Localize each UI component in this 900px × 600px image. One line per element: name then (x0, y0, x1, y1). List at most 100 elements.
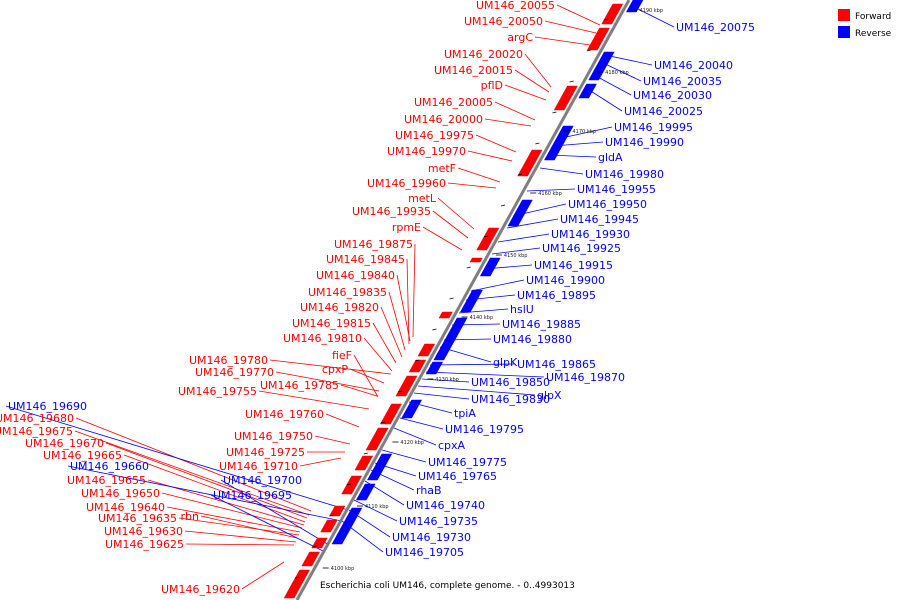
reverse-gene-label[interactable]: UM146_20035 (643, 75, 722, 88)
forward-gene-label[interactable]: UM146_19815 (292, 317, 371, 330)
forward-gene-label[interactable]: UM146_19635 (98, 512, 177, 525)
forward-gene-label[interactable]: UM146_19785 (260, 379, 339, 392)
forward-gene-label[interactable]: UM146_19665 (43, 449, 122, 462)
reverse-gene-block[interactable] (331, 507, 363, 545)
reverse-gene-label[interactable]: UM146_20025 (624, 105, 703, 118)
reverse-gene-label[interactable]: UM146_19850 (471, 376, 550, 389)
reverse-gene-label[interactable]: UM146_19660 (70, 460, 149, 473)
reverse-gene-label[interactable]: UM146_19900 (526, 274, 605, 287)
reverse-gene-label[interactable]: UM146_19765 (418, 470, 497, 483)
reverse-gene-label[interactable]: hslU (510, 303, 534, 316)
reverse-gene-label[interactable]: UM146_19885 (502, 318, 581, 331)
reverse-gene-label[interactable]: UM146_19955 (577, 183, 656, 196)
forward-gene-label[interactable]: UM146_20015 (434, 64, 513, 77)
forward-gene-label[interactable]: UM146_19725 (226, 446, 305, 459)
reverse-gene-label[interactable]: UM146_19995 (614, 121, 693, 134)
reverse-gene-label[interactable]: UM146_19930 (551, 228, 630, 241)
forward-gene-label[interactable]: UM146_19680 (0, 412, 74, 425)
forward-gene-label[interactable]: metF (428, 162, 456, 175)
reverse-gene-label[interactable]: gldA (598, 151, 623, 164)
forward-gene-label[interactable]: cpxP (322, 363, 349, 376)
forward-gene-block[interactable] (438, 311, 453, 319)
forward-gene-label[interactable]: UM146_19770 (195, 366, 274, 379)
forward-gene-block[interactable] (469, 257, 483, 263)
forward-gene-label[interactable]: UM146_19675 (0, 425, 73, 438)
reverse-gene-label[interactable]: UM146_20030 (633, 89, 712, 102)
forward-gene-block[interactable] (517, 149, 543, 177)
reverse-gene-block[interactable] (425, 361, 444, 375)
reverse-gene-label[interactable]: UM146_19870 (546, 371, 625, 384)
forward-gene-label[interactable]: UM146_20005 (414, 96, 493, 109)
forward-gene-label[interactable]: UM146_19845 (326, 253, 405, 266)
reverse-gene-label[interactable]: tpiA (454, 407, 476, 420)
reverse-gene-label[interactable]: UM146_19730 (392, 531, 471, 544)
reverse-gene-block[interactable] (479, 257, 501, 277)
reverse-gene-label[interactable]: UM146_20040 (654, 59, 733, 72)
reverse-gene-label[interactable]: UM146_19925 (542, 242, 621, 255)
forward-gene-label[interactable]: UM146_19935 (352, 205, 431, 218)
forward-gene-block[interactable] (586, 27, 610, 51)
reverse-gene-block[interactable] (544, 125, 574, 161)
reverse-gene-label[interactable]: UM146_19950 (568, 198, 647, 211)
forward-gene-label[interactable]: UM146_19810 (283, 332, 362, 345)
reverse-gene-block[interactable] (401, 399, 423, 419)
reverse-gene-label[interactable]: rhaB (416, 484, 442, 497)
forward-gene-label[interactable]: UM146_19820 (300, 301, 379, 314)
forward-gene-block[interactable] (320, 519, 338, 533)
reverse-gene-block[interactable] (588, 51, 615, 81)
forward-gene-block[interactable] (476, 227, 500, 251)
forward-gene-label[interactable]: UM146_20050 (464, 15, 543, 28)
reverse-gene-block[interactable] (459, 289, 483, 313)
forward-gene-label[interactable]: UM146_19975 (395, 129, 474, 142)
forward-gene-label[interactable]: UM146_19835 (308, 286, 387, 299)
forward-gene-label[interactable]: UM146_19620 (161, 583, 240, 596)
reverse-gene-block[interactable] (366, 453, 393, 481)
forward-gene-label[interactable]: UM146_19630 (104, 525, 183, 538)
reverse-gene-label[interactable]: glpK (493, 356, 518, 369)
forward-gene-label[interactable]: UM146_19650 (81, 487, 160, 500)
forward-gene-label[interactable]: UM146_19640 (86, 501, 165, 514)
forward-gene-label[interactable]: rpmE (392, 221, 421, 234)
forward-gene-label[interactable]: UM146_19625 (105, 538, 184, 551)
reverse-gene-block[interactable] (578, 83, 597, 99)
forward-gene-label[interactable]: rbn (181, 510, 200, 523)
reverse-gene-label[interactable]: UM146_19700 (223, 474, 302, 487)
reverse-gene-label[interactable]: UM146_19695 (213, 489, 292, 502)
forward-gene-block[interactable] (341, 475, 363, 495)
forward-gene-block[interactable] (283, 569, 311, 599)
reverse-gene-block[interactable] (507, 199, 533, 227)
forward-gene-label[interactable]: UM146_19750 (234, 430, 313, 443)
forward-gene-label[interactable]: UM146_19670 (25, 437, 104, 450)
reverse-gene-label[interactable]: UM146_19945 (560, 213, 639, 226)
reverse-gene-label[interactable]: UM146_19980 (585, 168, 664, 181)
reverse-gene-label[interactable]: UM146_19690 (8, 400, 87, 413)
reverse-gene-label[interactable]: UM146_19830 (471, 393, 550, 406)
forward-gene-block[interactable] (365, 427, 389, 451)
reverse-gene-label[interactable]: UM146_19740 (406, 499, 485, 512)
reverse-gene-label[interactable]: UM146_19865 (517, 358, 596, 371)
reverse-gene-label[interactable]: UM146_19990 (605, 136, 684, 149)
forward-gene-label[interactable]: fieF (332, 349, 352, 362)
forward-gene-label[interactable]: metL (408, 192, 437, 205)
reverse-gene-label[interactable]: UM146_19735 (399, 515, 478, 528)
forward-gene-block[interactable] (417, 343, 436, 357)
forward-gene-block[interactable] (354, 455, 374, 471)
forward-gene-label[interactable]: UM146_19960 (367, 177, 446, 190)
reverse-gene-label[interactable]: UM146_19880 (493, 333, 572, 346)
forward-gene-label[interactable]: UM146_19875 (334, 238, 413, 251)
reverse-gene-block[interactable] (355, 483, 376, 501)
forward-gene-label[interactable]: UM146_20020 (444, 48, 523, 61)
reverse-gene-block[interactable] (433, 317, 468, 361)
forward-gene-label[interactable]: UM146_19710 (219, 460, 298, 473)
forward-gene-label[interactable]: pflD (481, 79, 503, 92)
forward-gene-label[interactable]: argC (507, 31, 533, 44)
reverse-gene-label[interactable]: cpxA (438, 439, 466, 452)
forward-gene-label[interactable]: UM146_19840 (316, 269, 395, 282)
forward-gene-label[interactable]: UM146_20055 (476, 0, 555, 12)
reverse-gene-label[interactable]: UM146_19895 (517, 289, 596, 302)
forward-gene-block[interactable] (301, 551, 320, 567)
reverse-gene-label[interactable]: UM146_19705 (385, 546, 464, 559)
reverse-gene-label[interactable]: UM146_20075 (676, 21, 755, 34)
reverse-gene-label[interactable]: UM146_19795 (445, 423, 524, 436)
reverse-gene-label[interactable]: UM146_19915 (534, 259, 613, 272)
